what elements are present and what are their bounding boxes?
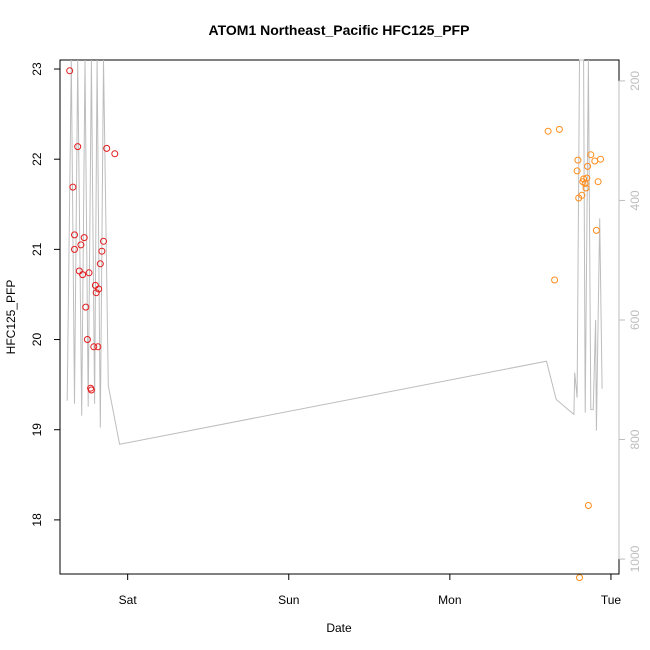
right-axis-series-line [66, 59, 603, 445]
y-right-tick-label: 1000 [628, 545, 642, 572]
data-point-series-1 [71, 245, 78, 253]
y-tick-label: 18 [30, 513, 44, 527]
chart-title: ATOM1 Northeast_Pacific HFC125_PFP [209, 22, 470, 38]
data-point-series-1 [111, 150, 119, 158]
data-point-series-1 [96, 260, 104, 268]
x-axis-label: Date [326, 621, 352, 635]
data-point-series-2 [591, 157, 599, 165]
data-point-series-1 [75, 267, 83, 275]
plot-frame [59, 59, 620, 575]
y-tick-label: 19 [30, 423, 44, 437]
data-point-series-1 [94, 343, 102, 351]
data-point-series-1 [80, 234, 88, 242]
data-point-series-2 [544, 127, 552, 135]
y-right-tick-label: 600 [628, 310, 642, 330]
series-line [66, 59, 603, 445]
data-point-series-1 [79, 271, 87, 279]
data-point-series-1 [82, 303, 90, 311]
data-point-series-1 [69, 183, 77, 191]
data-point-series-1 [71, 231, 78, 239]
x-tick-label: Sun [278, 593, 299, 607]
x-tick-label: Sat [119, 593, 138, 607]
data-point-series-2 [580, 175, 588, 183]
data-point-series-2 [574, 156, 582, 164]
data-point-series-1 [87, 386, 95, 394]
data-point-series-1 [90, 343, 98, 351]
data-point-series-1 [83, 336, 91, 343]
y-axis-right: 200 400 600 800 1000 [618, 71, 642, 572]
y-right-tick-label: 400 [628, 190, 642, 210]
data-point-series-1 [103, 144, 111, 152]
data-point-series-2 [576, 574, 583, 582]
data-point-series-2 [573, 167, 581, 175]
data-point-series-2 [551, 276, 559, 284]
x-axis: Sat Sun Mon Tue [119, 573, 622, 607]
data-point-series-1 [66, 67, 74, 75]
y-axis-label: HFC125_PFP [4, 280, 18, 355]
data-point-series-2 [555, 125, 563, 133]
data-point-series-2 [594, 178, 602, 186]
data-point-series-2 [582, 184, 590, 192]
y-right-tick-label: 200 [628, 71, 642, 91]
data-point-series-1 [98, 247, 106, 255]
data-point-series-2 [597, 155, 604, 163]
x-tick-label: Mon [438, 593, 461, 607]
data-point-series-1 [95, 285, 103, 293]
data-point-series-1 [74, 143, 82, 151]
y-tick-label: 21 [30, 242, 44, 256]
y-tick-label: 23 [30, 62, 44, 76]
y-tick-label: 22 [30, 152, 44, 166]
data-point-series-1 [77, 241, 85, 249]
data-point-series-2 [587, 151, 595, 159]
data-point-series-2 [583, 174, 591, 182]
data-point-series-2 [592, 226, 600, 234]
data-point-series-2 [584, 502, 592, 509]
data-point-series-1 [85, 269, 93, 277]
y-axis-left: 18 19 20 21 22 23 [30, 62, 61, 527]
y-tick-label: 20 [30, 333, 44, 347]
y-right-tick-label: 800 [628, 429, 642, 449]
data-points [66, 67, 604, 582]
data-point-series-2 [578, 191, 586, 199]
data-point-series-2 [584, 162, 592, 170]
x-tick-label: Tue [601, 593, 622, 607]
data-point-series-1 [100, 237, 107, 245]
